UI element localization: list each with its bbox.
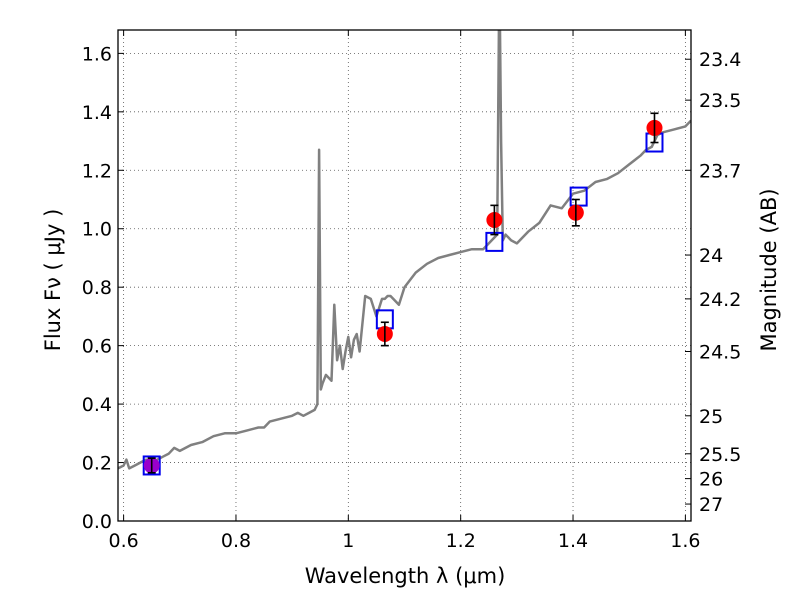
y-tick-label: 0.2	[82, 453, 112, 475]
x-tick-label: 0.8	[221, 530, 251, 552]
y-axis-label: Flux Fν ( μJy )	[41, 209, 65, 352]
right-tick-label: 27	[699, 494, 723, 516]
right-tick-label: 23.4	[699, 49, 741, 71]
right-tick-label: 25	[699, 406, 723, 428]
y-tick-label: 0.6	[82, 336, 112, 358]
spectrum-line	[118, 30, 691, 470]
right-tick-label: 23.5	[699, 90, 741, 112]
ticks-layer: 0.6 0.8 1 1.2 1.4 1.6 0.0 0.2 0.4 0.6 0.8 1.0 1.2 1.4…	[82, 30, 741, 552]
plot-frame	[117, 29, 692, 522]
x-tick-label: 1.6	[670, 530, 700, 552]
y-axis-right-label: Magnitude (AB)	[757, 188, 781, 351]
grid-layer	[118, 30, 691, 522]
y-tick-label: 1.2	[82, 160, 112, 182]
plot-layer	[118, 30, 691, 476]
x-tick-label: 1.2	[446, 530, 476, 552]
y-tick-label: 0.4	[82, 394, 112, 416]
right-tick-label: 24.2	[699, 289, 741, 311]
right-tick-label: 23.7	[699, 160, 741, 182]
x-axis-label: Wavelength λ (μm)	[305, 564, 506, 588]
right-tick-label: 26	[699, 469, 723, 491]
x-tick-label: 1.4	[558, 530, 588, 552]
x-tick-label: 0.6	[109, 530, 139, 552]
y-tick-label: 1.4	[82, 102, 112, 124]
right-tick-label: 24.5	[699, 341, 741, 363]
y-tick-label: 1.0	[82, 219, 112, 241]
x-tick-label: 1	[342, 530, 354, 552]
y-tick-label: 0.8	[82, 277, 112, 299]
right-tick-label: 25.5	[699, 444, 741, 466]
y-tick-label: 1.6	[82, 43, 112, 65]
right-tick-label: 24	[699, 245, 723, 267]
y-tick-label: 0.0	[82, 511, 112, 533]
